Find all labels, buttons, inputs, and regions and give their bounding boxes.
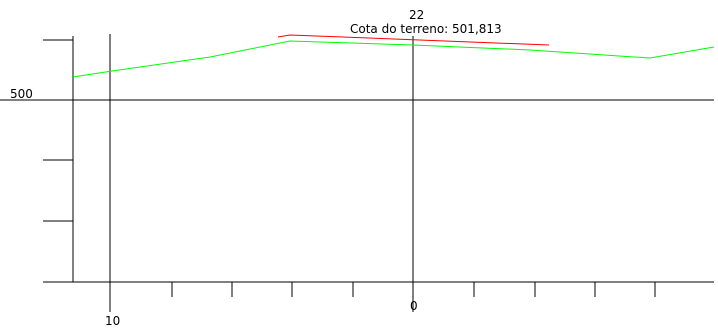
x-axis-label-0: 0	[410, 299, 418, 313]
station-number-label: 22	[409, 8, 424, 22]
elevation-readout-label: Cota do terreno: 501,813	[350, 22, 502, 36]
highlighted-terrain-segment[interactable]	[277, 34, 550, 46]
x-axis-label-10: 10	[105, 314, 120, 328]
terrain-profile-line[interactable]	[72, 40, 715, 78]
axes-group	[0, 34, 714, 312]
elevation-500-label: 500	[10, 87, 33, 101]
